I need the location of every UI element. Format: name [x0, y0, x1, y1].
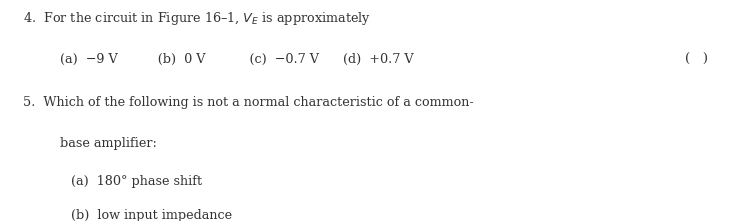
Text: 4.  For the circuit in Figure 16–1, $V_E$ is approximately: 4. For the circuit in Figure 16–1, $V_E$…	[23, 10, 370, 27]
Text: (b)  low input impedance: (b) low input impedance	[71, 209, 233, 221]
Text: base amplifier:: base amplifier:	[60, 137, 157, 150]
Text: (a)  −9 V          (b)  0 V           (c)  −0.7 V      (d)  +0.7 V: (a) −9 V (b) 0 V (c) −0.7 V (d) +0.7 V	[60, 53, 414, 66]
Text: (   ): ( )	[685, 53, 708, 66]
Text: (a)  180° phase shift: (a) 180° phase shift	[71, 175, 203, 188]
Text: 5.  Which of the following is not a normal characteristic of a common-: 5. Which of the following is not a norma…	[23, 96, 473, 109]
